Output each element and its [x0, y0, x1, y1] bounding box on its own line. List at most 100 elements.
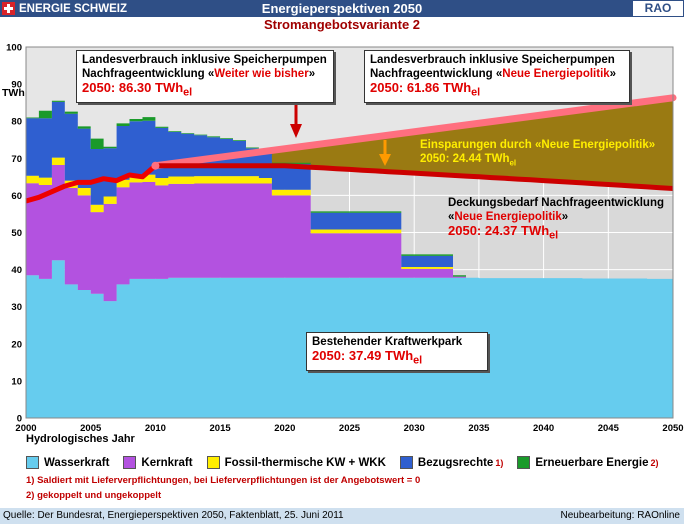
- footnote-1: 1) Saldiert mit Lieferverpflichtungen, b…: [26, 475, 421, 486]
- line-neue-energiepolitik: [155, 163, 674, 191]
- annotation-line: Nachfrageentwicklung «Weiter wie bisher»: [82, 67, 328, 81]
- line-weiter-wie-bisher: [151, 94, 677, 170]
- y-tick-label: 30: [11, 302, 22, 313]
- legend-item-fossil: Fossil-thermische KW + WKK: [206, 456, 386, 469]
- legend-label: Erneuerbare Energie: [535, 456, 649, 469]
- consumption-lines: [25, 94, 677, 204]
- page-title: Energieperspektiven 2050: [261, 1, 423, 16]
- area-bezugsrechte: [26, 101, 673, 279]
- plot-frame: [25, 46, 674, 419]
- brand-logo: ENERGIE SCHWEIZ: [0, 0, 127, 17]
- value-text: 2050: 86.30 TWh: [82, 80, 184, 95]
- legend-label: Fossil-thermische KW + WKK: [224, 456, 386, 469]
- legend: Wasserkraft Kernkraft Fossil-thermische …: [26, 456, 673, 469]
- header-bar: [0, 0, 684, 17]
- legend-label: Bezugsrechte: [417, 456, 494, 469]
- annotation-line: Deckungsbedarf Nachfrageentwicklung: [448, 197, 664, 209]
- unit-subscript: el: [413, 354, 423, 367]
- arrow-head-red: [290, 124, 302, 138]
- unit-subscript: el: [183, 86, 193, 99]
- y-tick-label: 0: [17, 414, 22, 425]
- deckungsbedarf-annotation: Deckungsbedarf Nachfrageentwicklung «Neu…: [448, 196, 664, 243]
- legend-swatch: [123, 456, 137, 469]
- footnote-2: 2) gekoppelt und ungekoppelt: [26, 490, 162, 501]
- arrow-head-orange: [379, 154, 391, 166]
- annotation-line: Bestehender Kraftwerkpark: [312, 336, 463, 348]
- legend-swatch: [206, 456, 220, 469]
- x-tick-label: 2050: [662, 423, 683, 434]
- x-tick-label: 2020: [274, 423, 295, 434]
- unit-subscript: el: [549, 229, 559, 242]
- source-text: Quelle: Der Bundesrat, Energieperspektiv…: [3, 510, 344, 521]
- y-tick-label: 10: [11, 376, 22, 387]
- y-tick-label: 80: [11, 117, 22, 128]
- value-text: 2050: 24.44 TWh: [420, 153, 510, 165]
- arrows: [290, 93, 391, 166]
- y-tick-label: 90: [11, 80, 22, 91]
- annotation-line: «Neue Energiepolitik»: [448, 210, 664, 224]
- line-historic-consumption: [25, 163, 158, 204]
- x-tick-label: 2040: [533, 423, 554, 434]
- annotation-line: Einsparungen durch «Neue Energiepolitik»: [420, 139, 656, 151]
- annotation-line: Landesverbrauch inklusive Speicherpumpen: [370, 54, 615, 66]
- legend-swatch: [399, 456, 413, 469]
- x-tick-label: 2035: [468, 423, 490, 434]
- x-tick-label: 2000: [15, 423, 36, 434]
- legend-item-erneuerbare: Erneuerbare Energie 2): [517, 456, 659, 469]
- annotation-text: «: [448, 211, 455, 223]
- annotation-highlight: Neue Energiepolitik: [454, 211, 562, 223]
- x-tick-label: 2010: [145, 423, 166, 434]
- x-tick-label: 2045: [598, 423, 620, 434]
- annotation-text: »: [561, 211, 569, 223]
- y-tick-label: 60: [11, 191, 22, 202]
- annotation-text: Nachfrageentwicklung «: [82, 68, 215, 80]
- annotation-value: 2050: 37.49 TWhel: [312, 349, 482, 368]
- savings-annotation: Einsparungen durch «Neue Energiepolitik»…: [420, 138, 655, 170]
- annotation-line: 2050: 24.44 TWhel: [420, 152, 655, 170]
- legend-item-kernkraft: Kernkraft: [123, 456, 193, 469]
- annotation-text: »: [308, 68, 316, 80]
- annotation-text: Nachfrageentwicklung «: [370, 68, 503, 80]
- annotation-weiter-wie-bisher: Landesverbrauch inklusive Speicherpumpen…: [76, 50, 334, 103]
- legend-label: Wasserkraft: [44, 456, 110, 469]
- y-axis-label: TWh: [2, 87, 25, 99]
- x-tick-label: 2005: [80, 423, 102, 434]
- annotation-neue-energiepolitik: Landesverbrauch inklusive Speicherpumpen…: [364, 50, 630, 103]
- annotation-line: Nachfrageentwicklung «Neue Energiepoliti…: [370, 67, 624, 81]
- brand-label: ENERGIE SCHWEIZ: [19, 2, 127, 15]
- x-tick-label: 2015: [210, 423, 232, 434]
- legend-item-wasserkraft: Wasserkraft: [26, 456, 109, 469]
- area-kernkraft: [26, 165, 673, 302]
- credit-text: Neubearbeitung: RAOnline: [560, 510, 680, 521]
- hydro-year-label: Hydrologisches Jahr: [26, 433, 135, 445]
- savings-area: [155, 97, 673, 189]
- x-tick-label: 2030: [404, 423, 425, 434]
- annotation-value: 2050: 61.86 TWhel: [370, 81, 624, 100]
- unit-subscript: el: [471, 86, 481, 99]
- legend-label: Kernkraft: [141, 456, 193, 469]
- unit-subscript: el: [509, 158, 517, 168]
- footnote-marker: 2): [650, 457, 659, 468]
- legend-swatch: [517, 456, 531, 469]
- y-tick-label: 100: [6, 43, 22, 54]
- swiss-flag-icon: [2, 2, 15, 15]
- annotation-highlight: Weiter wie bisher: [214, 68, 309, 80]
- value-text: 2050: 37.49 TWh: [312, 348, 414, 363]
- y-tick-label: 70: [11, 154, 22, 165]
- y-tick-label: 40: [11, 265, 22, 276]
- legend-item-bezugsrechte: Bezugsrechte 1): [399, 456, 504, 469]
- footnote-marker: 1): [495, 457, 504, 468]
- x-tick-label: 2025: [339, 423, 361, 434]
- annotation-text: »: [609, 68, 617, 80]
- y-tick-label: 20: [11, 339, 22, 350]
- value-text: 2050: 61.86 TWh: [370, 80, 472, 95]
- annotation-highlight: Neue Energiepolitik: [502, 68, 610, 80]
- footer: Quelle: Der Bundesrat, Energieperspektiv…: [0, 508, 684, 524]
- annotation-line: Landesverbrauch inklusive Speicherpumpen: [82, 54, 327, 66]
- rao-badge: RAO: [632, 0, 684, 17]
- y-tick-label: 50: [11, 228, 22, 239]
- legend-swatch: [26, 456, 39, 469]
- line-junction: [151, 161, 160, 170]
